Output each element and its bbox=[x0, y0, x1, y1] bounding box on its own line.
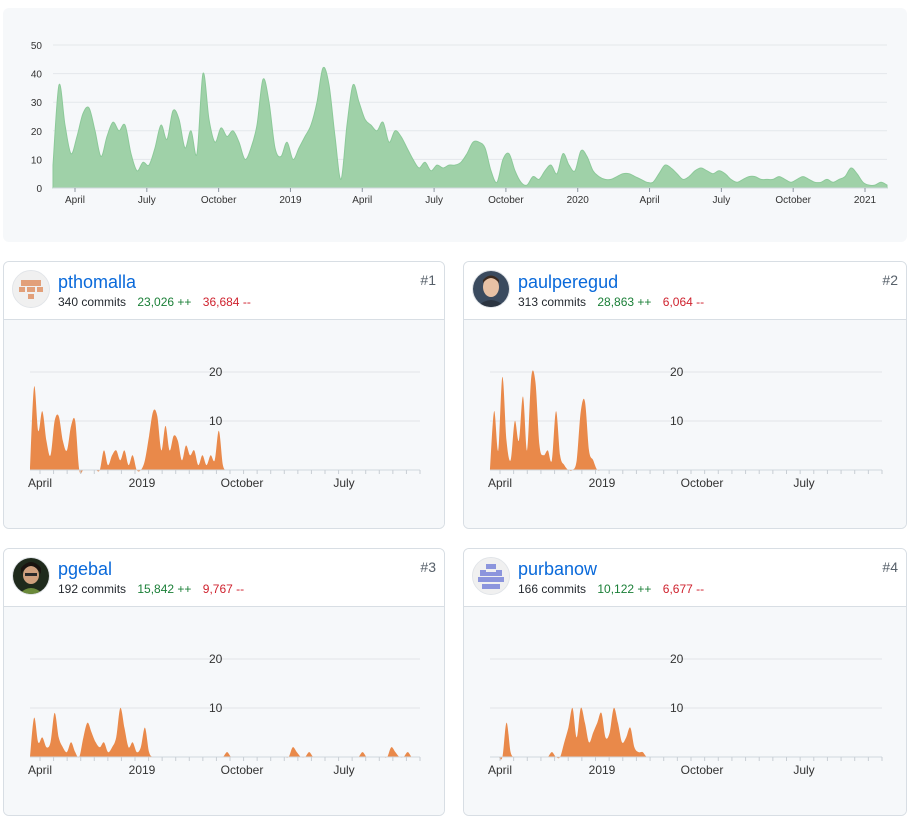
additions-count: 10,122 ++ bbox=[597, 582, 652, 596]
overview-x-label: April bbox=[640, 195, 660, 206]
commit-count[interactable]: 313 commits bbox=[518, 295, 587, 309]
contribution-stats: 166 commits 10,122 ++ 6,677 -- bbox=[518, 582, 704, 596]
overview-x-label: 2019 bbox=[279, 195, 302, 206]
overview-chart-svg[interactable]: 50 40 30 20 10 0 April July October 2019 April July… bbox=[3, 8, 907, 242]
card-y-tick: 10 bbox=[209, 701, 223, 715]
card-x-label: October bbox=[221, 763, 264, 777]
user-photo-icon bbox=[473, 271, 509, 307]
card-x-label: 2019 bbox=[589, 763, 616, 777]
contributor-card-3: pgebal 192 commits 15,842 ++ 9,767 -- #3… bbox=[3, 548, 445, 816]
card-y-tick: 10 bbox=[670, 701, 684, 715]
overview-area[interactable] bbox=[52, 66, 888, 189]
overview-y-tick: 20 bbox=[31, 127, 43, 138]
avatar[interactable] bbox=[472, 270, 510, 308]
username-link[interactable]: pthomalla bbox=[58, 272, 137, 292]
overview-x-label: 2020 bbox=[567, 195, 590, 206]
card-y-tick: 10 bbox=[209, 414, 223, 428]
card-header: purbanow 166 commits 10,122 ++ 6,677 -- … bbox=[464, 549, 906, 607]
rank-label: #4 bbox=[882, 559, 898, 575]
contributor-card-1: pthomalla 340 commits 23,026 ++ 36,684 -… bbox=[3, 261, 445, 529]
card-x-label: October bbox=[221, 476, 264, 490]
identicon-blue-icon bbox=[473, 558, 509, 594]
additions-count: 15,842 ++ bbox=[137, 582, 192, 596]
contribution-stats: 340 commits 23,026 ++ 36,684 -- bbox=[58, 295, 251, 309]
avatar[interactable] bbox=[12, 557, 50, 595]
additions-count: 28,863 ++ bbox=[597, 295, 652, 309]
card-y-tick: 20 bbox=[209, 652, 223, 666]
overview-x-label: July bbox=[425, 195, 443, 206]
card-header: pgebal 192 commits 15,842 ++ 9,767 -- #3 bbox=[4, 549, 444, 607]
card-x-label: April bbox=[28, 476, 52, 490]
card-chart-area: 20 10 April 2019 October July bbox=[464, 320, 906, 528]
contributor-area[interactable] bbox=[490, 707, 882, 760]
contributor-chart[interactable]: 20 10 April 2019 October July bbox=[464, 320, 906, 528]
card-x-label: July bbox=[333, 476, 354, 490]
username-link[interactable]: paulperegud bbox=[518, 272, 619, 292]
commit-count[interactable]: 166 commits bbox=[518, 582, 587, 596]
card-header: pthomalla 340 commits 23,026 ++ 36,684 -… bbox=[4, 262, 444, 320]
additions-count: 23,026 ++ bbox=[137, 295, 192, 309]
overview-chart: 50 40 30 20 10 0 April July October 2019 April July… bbox=[3, 8, 907, 242]
overview-y-tick: 40 bbox=[31, 70, 43, 81]
contributor-chart[interactable]: 20 10 April 2019 October July bbox=[464, 607, 906, 815]
overview-x-label: October bbox=[201, 195, 237, 206]
overview-y-tick: 10 bbox=[31, 155, 43, 166]
rank-label: #1 bbox=[420, 272, 436, 288]
contributor-chart[interactable]: 20 10 April 2019 October July bbox=[4, 320, 444, 528]
avatar[interactable] bbox=[12, 270, 50, 308]
contributor-area[interactable] bbox=[30, 386, 420, 474]
user-photo-icon bbox=[13, 558, 49, 594]
card-x-label: April bbox=[28, 763, 52, 777]
deletions-count: 6,677 -- bbox=[662, 582, 705, 596]
card-chart-area: 20 10 April 2019 October July bbox=[464, 607, 906, 815]
overview-y-tick: 0 bbox=[36, 184, 42, 195]
card-chart-area: 20 10 April 2019 October July bbox=[4, 607, 444, 815]
card-x-label: 2019 bbox=[129, 476, 156, 490]
card-x-label: April bbox=[488, 763, 512, 777]
card-header: paulperegud 313 commits 28,863 ++ 6,064 … bbox=[464, 262, 906, 320]
overview-x-label: April bbox=[65, 195, 85, 206]
deletions-count: 36,684 -- bbox=[202, 295, 251, 309]
overview-x-label: 2021 bbox=[854, 195, 877, 206]
rank-label: #2 bbox=[882, 272, 898, 288]
overview-x-label: July bbox=[138, 195, 156, 206]
contributor-card-4: purbanow 166 commits 10,122 ++ 6,677 -- … bbox=[463, 548, 907, 816]
contribution-stats: 313 commits 28,863 ++ 6,064 -- bbox=[518, 295, 704, 309]
card-y-tick: 20 bbox=[670, 652, 684, 666]
card-x-label: 2019 bbox=[129, 763, 156, 777]
card-y-tick: 10 bbox=[670, 414, 684, 428]
contribution-stats: 192 commits 15,842 ++ 9,767 -- bbox=[58, 582, 244, 596]
overview-x-label: July bbox=[712, 195, 730, 206]
overview-x-label: October bbox=[775, 195, 811, 206]
identicon-orange-icon bbox=[13, 271, 49, 307]
overview-y-tick: 50 bbox=[31, 41, 43, 52]
contributor-area[interactable] bbox=[490, 370, 882, 471]
card-x-label: 2019 bbox=[589, 476, 616, 490]
deletions-count: 6,064 -- bbox=[662, 295, 705, 309]
card-x-label: July bbox=[793, 763, 814, 777]
card-y-tick: 20 bbox=[670, 365, 684, 379]
rank-label: #3 bbox=[420, 559, 436, 575]
card-y-tick: 20 bbox=[209, 365, 223, 379]
overview-x-label: October bbox=[488, 195, 524, 206]
card-x-label: October bbox=[681, 476, 724, 490]
contributor-chart[interactable]: 20 10 April 2019 October July bbox=[4, 607, 444, 815]
username-link[interactable]: pgebal bbox=[58, 559, 113, 579]
contributor-card-2: paulperegud 313 commits 28,863 ++ 6,064 … bbox=[463, 261, 907, 529]
username-link[interactable]: purbanow bbox=[518, 559, 598, 579]
deletions-count: 9,767 -- bbox=[202, 582, 245, 596]
commit-count[interactable]: 340 commits bbox=[58, 295, 127, 309]
card-chart-area: 20 10 April 2019 October July bbox=[4, 320, 444, 528]
overview-y-tick: 30 bbox=[31, 98, 43, 109]
card-x-label: April bbox=[488, 476, 512, 490]
card-x-label: July bbox=[333, 763, 354, 777]
commit-count[interactable]: 192 commits bbox=[58, 582, 127, 596]
avatar[interactable] bbox=[472, 557, 510, 595]
card-x-label: July bbox=[793, 476, 814, 490]
overview-x-label: April bbox=[352, 195, 372, 206]
card-x-label: October bbox=[681, 763, 724, 777]
contributor-area[interactable] bbox=[30, 707, 420, 758]
